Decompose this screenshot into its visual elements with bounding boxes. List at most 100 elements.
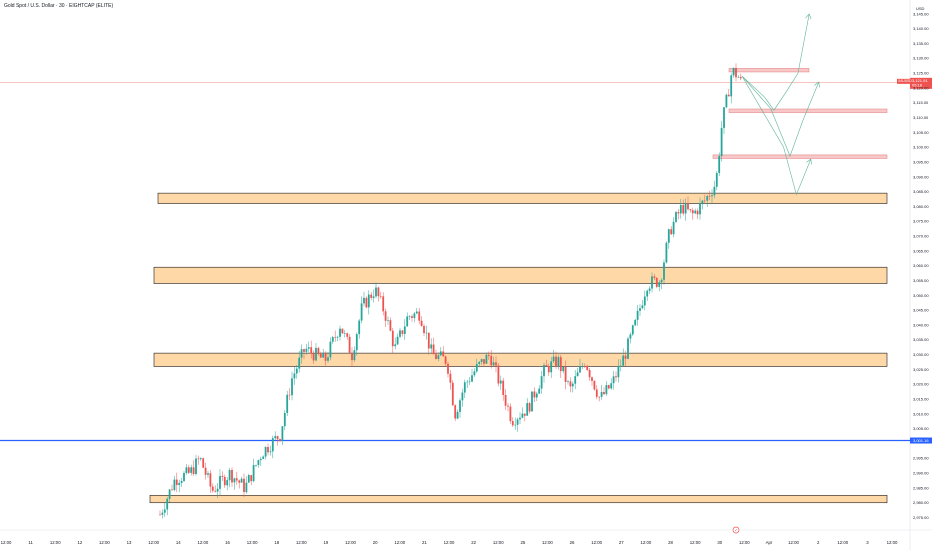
sr-zone[interactable]	[153, 352, 888, 367]
y-tick-label: 3,025.00	[913, 367, 929, 372]
x-tick-label: 18	[274, 540, 279, 545]
candle	[591, 377, 593, 381]
candle	[365, 297, 368, 308]
candle	[168, 489, 171, 499]
x-tick-label: 28	[668, 540, 673, 545]
candle	[598, 396, 601, 398]
candle	[379, 296, 382, 297]
x-tick-label: 2	[817, 540, 820, 545]
candle	[509, 406, 512, 422]
target-zone[interactable]	[728, 68, 810, 73]
candle	[406, 316, 409, 327]
x-tick-label: 13	[127, 540, 132, 545]
candle	[391, 330, 394, 347]
candle	[461, 392, 464, 401]
candle	[315, 347, 317, 361]
time-axis: 12:00 11 12:00 12 12:00 13 12:00 14 12:00 16 12:00…	[1, 526, 898, 545]
x-tick-label: 12:00	[739, 540, 750, 545]
candle	[583, 366, 586, 367]
candle	[250, 475, 253, 482]
candle	[691, 210, 694, 214]
candle	[442, 351, 445, 357]
x-tick-label: 19	[324, 540, 329, 545]
projection-path[interactable]	[741, 14, 809, 111]
candle	[555, 356, 557, 367]
candle	[377, 287, 380, 297]
x-tick-label: 12:00	[148, 540, 159, 545]
candle	[413, 313, 416, 318]
candle	[715, 173, 718, 187]
sr-zone[interactable]	[153, 266, 888, 284]
target-zone[interactable]	[712, 154, 888, 159]
candle	[603, 392, 605, 395]
candle	[187, 467, 190, 473]
candle	[473, 371, 476, 376]
candle	[552, 356, 555, 362]
candle	[329, 341, 332, 358]
y-tick-label: 3,075.00	[913, 219, 929, 224]
candle	[627, 338, 629, 359]
candle	[305, 348, 308, 352]
x-tick-label: 30	[717, 540, 722, 545]
candle	[209, 473, 212, 487]
candle	[588, 369, 591, 378]
candle	[672, 221, 675, 235]
x-tick-label: 16	[225, 540, 230, 545]
candle	[737, 77, 740, 78]
y-tick-label: 2,975.00	[913, 515, 929, 520]
candle	[159, 514, 161, 516]
y-tick-label: 3,015.00	[913, 396, 929, 401]
x-tick-label: 12:00	[542, 540, 553, 545]
candle	[267, 446, 269, 453]
candle	[718, 156, 721, 174]
x-tick-label: 12:00	[50, 540, 61, 545]
candle	[271, 438, 274, 452]
sr-zone[interactable]	[149, 495, 888, 504]
candle	[579, 366, 581, 373]
candle	[519, 417, 521, 420]
candle	[276, 436, 279, 440]
candle	[437, 355, 440, 360]
candle	[216, 488, 219, 492]
candle	[651, 276, 653, 289]
candle	[696, 210, 699, 215]
candle	[475, 363, 478, 372]
candle	[221, 476, 224, 477]
candle	[173, 479, 176, 491]
candle	[279, 439, 281, 441]
candle	[348, 336, 351, 353]
candle	[211, 486, 214, 491]
candle	[207, 473, 209, 475]
candle	[447, 363, 449, 374]
candle	[427, 332, 430, 349]
candle	[312, 353, 315, 361]
candle	[399, 330, 401, 337]
session-marker-icon[interactable]	[732, 526, 740, 534]
candle	[291, 378, 293, 396]
y-tick-label: 3,050.00	[913, 293, 929, 298]
projection-path[interactable]	[741, 75, 819, 157]
candle	[689, 209, 692, 211]
candle	[245, 482, 248, 493]
sr-zone[interactable]	[157, 192, 888, 204]
candle	[511, 421, 514, 426]
candle	[264, 446, 267, 457]
candle	[531, 391, 533, 412]
candle	[322, 352, 325, 358]
candle	[504, 394, 507, 406]
candle	[586, 366, 589, 370]
candle	[231, 469, 233, 483]
candle	[610, 383, 613, 389]
candle	[358, 320, 361, 335]
candle	[233, 478, 236, 483]
candle	[283, 412, 286, 427]
candle	[725, 94, 728, 108]
projection-path[interactable]	[741, 75, 811, 196]
horizontal-level-label: 3,001.16	[913, 438, 929, 443]
candle	[423, 326, 425, 334]
x-tick-label: 12:00	[641, 540, 652, 545]
target-zone[interactable]	[728, 108, 888, 113]
candle	[238, 480, 241, 483]
candle	[456, 411, 459, 419]
